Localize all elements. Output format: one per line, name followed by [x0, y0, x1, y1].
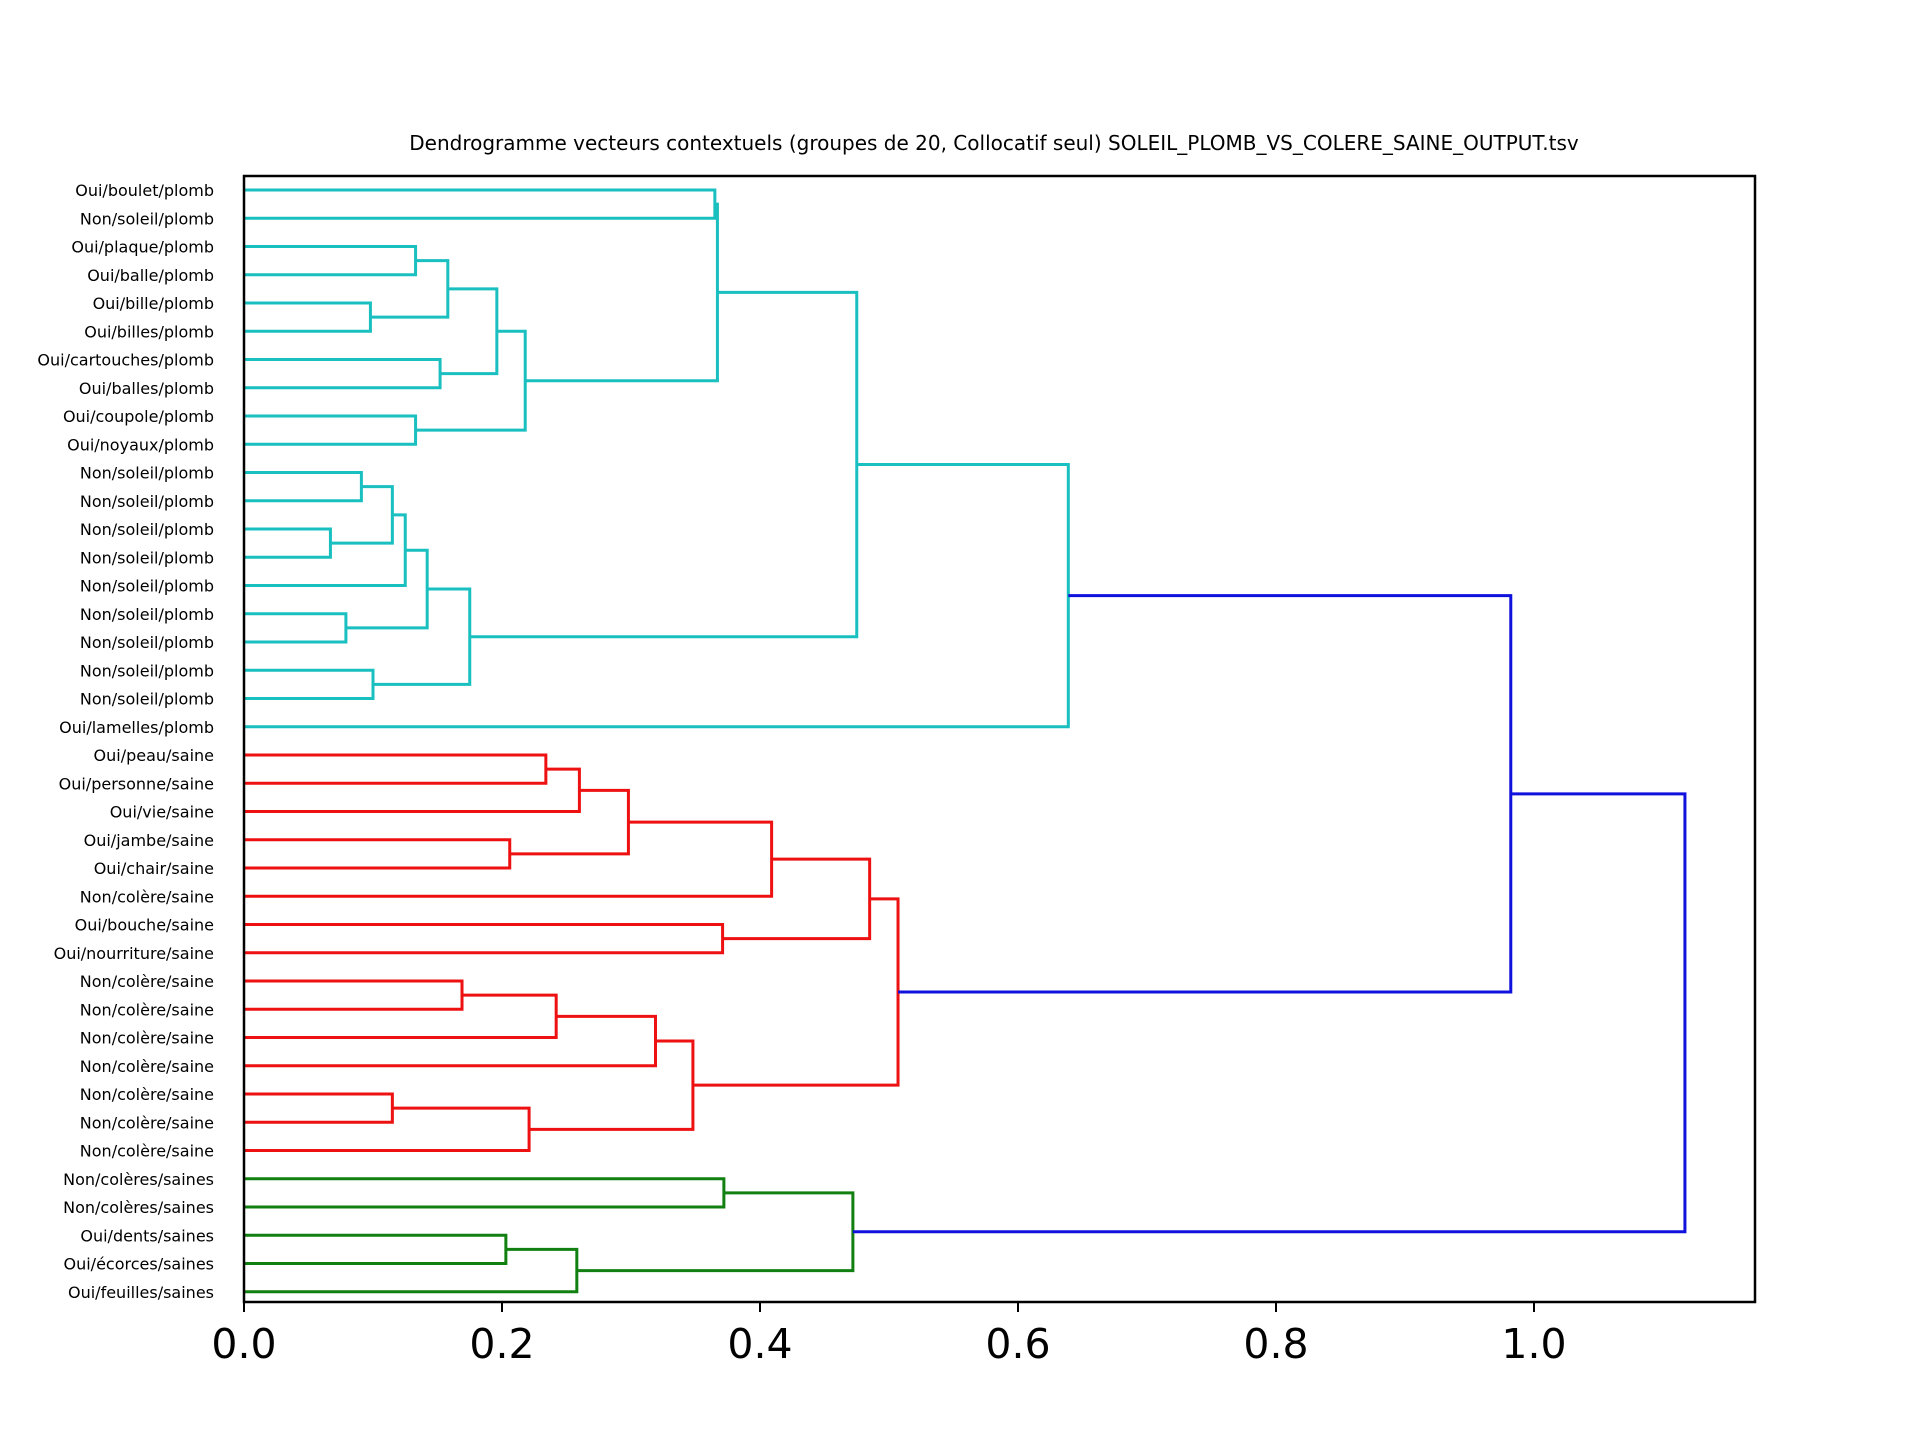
leaf-label: Oui/billes/plomb — [84, 322, 214, 341]
leaf-label: Oui/plaque/plomb — [71, 238, 214, 257]
leaf-label: Non/colère/saine — [80, 1057, 214, 1076]
dendrogram-link — [244, 767, 581, 813]
dendrogram-link — [898, 594, 1513, 994]
leaf-label: Non/colères/saines — [63, 1170, 214, 1189]
dendrogram-link — [244, 1014, 658, 1068]
dendrogram-link — [244, 612, 348, 644]
leaf-label: Oui/balles/plomb — [79, 379, 214, 398]
leaf-label: Oui/lamelles/plomb — [59, 718, 214, 737]
dendrogram-link — [244, 245, 418, 277]
dendrogram-link — [244, 471, 363, 503]
leaf-label: Non/soleil/plomb — [80, 633, 214, 652]
leaf-label: Non/colère/saine — [80, 972, 214, 991]
leaf-label: Non/colère/saine — [80, 887, 214, 906]
leaf-label: Non/colère/saine — [80, 1029, 214, 1048]
leaf-label: Non/soleil/plomb — [80, 690, 214, 709]
leaf-label: Non/soleil/plomb — [80, 548, 214, 567]
x-tick-label: 0.2 — [469, 1320, 534, 1368]
leaf-label: Oui/écorces/saines — [64, 1255, 215, 1274]
leaf-label: Non/colère/saine — [80, 1142, 214, 1161]
leaf-label: Oui/boulet/plomb — [75, 181, 214, 200]
leaf-label: Non/soleil/plomb — [80, 661, 214, 680]
leaf-label: Non/colère/saine — [80, 1000, 214, 1019]
dendrogram-link — [244, 923, 725, 955]
leaf-label: Non/soleil/plomb — [80, 492, 214, 511]
leaf-label: Non/soleil/plomb — [80, 605, 214, 624]
chart-title: Dendrogramme vecteurs contextuels (group… — [409, 131, 1579, 155]
leaf-label: Oui/bouche/saine — [75, 916, 214, 935]
leaf-label: Oui/chair/saine — [94, 859, 214, 878]
dendrogram-link — [244, 414, 418, 446]
dendrogram-link — [852, 792, 1687, 1234]
dendrogram-link — [529, 1039, 695, 1131]
dendrogram-link — [244, 1092, 394, 1124]
dendrogram-link — [244, 820, 774, 898]
leaf-label: Oui/personne/saine — [59, 774, 214, 793]
leaf-label: Oui/peau/saine — [94, 746, 214, 765]
dendrogram-link — [244, 838, 512, 870]
dendrogram-link — [244, 1247, 579, 1294]
dendrogram-link — [345, 548, 429, 630]
dendrogram-link — [244, 1106, 531, 1152]
leaf-label: Non/colère/saine — [80, 1085, 214, 1104]
leaf-label: Non/colères/saines — [63, 1198, 214, 1217]
dendrogram-link — [370, 259, 450, 319]
leaf-label: Oui/balle/plomb — [87, 266, 214, 285]
dendrogram-link — [244, 463, 1070, 729]
dendrogram-link — [244, 753, 548, 785]
leaf-label: Oui/dents/saines — [80, 1226, 214, 1245]
dendrogram-link — [576, 1191, 855, 1273]
dendrogram-links — [244, 188, 1687, 1294]
leaf-label: Oui/cartouches/plomb — [37, 351, 214, 370]
dendrogram-link — [244, 527, 332, 559]
dendrogram-link — [244, 301, 372, 333]
x-tick-label: 1.0 — [1501, 1320, 1566, 1368]
dendrogram-link — [509, 788, 630, 856]
leaf-label: Oui/vie/saine — [110, 803, 214, 822]
leaf-labels: Oui/boulet/plomb Non/soleil/plomb Oui/plaq… — [37, 181, 214, 1302]
leaf-label: Oui/jambe/saine — [84, 831, 214, 850]
leaf-label: Oui/feuilles/saines — [68, 1283, 214, 1302]
dendrogram-link — [373, 587, 472, 686]
leaf-label: Non/soleil/plomb — [80, 520, 214, 539]
leaf-label: Non/soleil/plomb — [80, 577, 214, 596]
leaf-label: Non/soleil/plomb — [80, 209, 214, 228]
dendrogram-link — [244, 993, 558, 1039]
dendrogram-link — [244, 513, 407, 587]
x-tick-label: 0.6 — [985, 1320, 1050, 1368]
x-tick-label: 0.0 — [211, 1320, 276, 1368]
x-tick-label: 0.4 — [727, 1320, 792, 1368]
x-tick-label: 0.8 — [1243, 1320, 1308, 1368]
x-axis: 0.0 0.2 0.4 0.6 0.8 1.0 — [211, 1302, 1567, 1368]
plot-frame — [242, 174, 1757, 1304]
leaf-label: Oui/coupole/plomb — [63, 407, 214, 426]
dendrogram-link — [244, 1233, 508, 1265]
dendrogram-link — [244, 1177, 726, 1209]
dendrogram-link — [244, 668, 375, 700]
dendrogram-link — [415, 329, 527, 432]
dendrogram-link — [722, 857, 872, 941]
leaf-label: Non/soleil/plomb — [80, 464, 214, 483]
dendrogram-link — [525, 202, 719, 383]
dendrogram-link — [244, 979, 464, 1011]
leaf-label: Non/colère/saine — [80, 1113, 214, 1132]
leaf-label: Oui/noyaux/plomb — [67, 435, 214, 454]
dendrogram-link — [244, 188, 717, 220]
leaf-label: Oui/bille/plomb — [93, 294, 214, 313]
dendrogram-link — [469, 290, 859, 639]
dendrogram-link — [244, 358, 442, 390]
leaf-label: Oui/nourriture/saine — [54, 944, 214, 963]
